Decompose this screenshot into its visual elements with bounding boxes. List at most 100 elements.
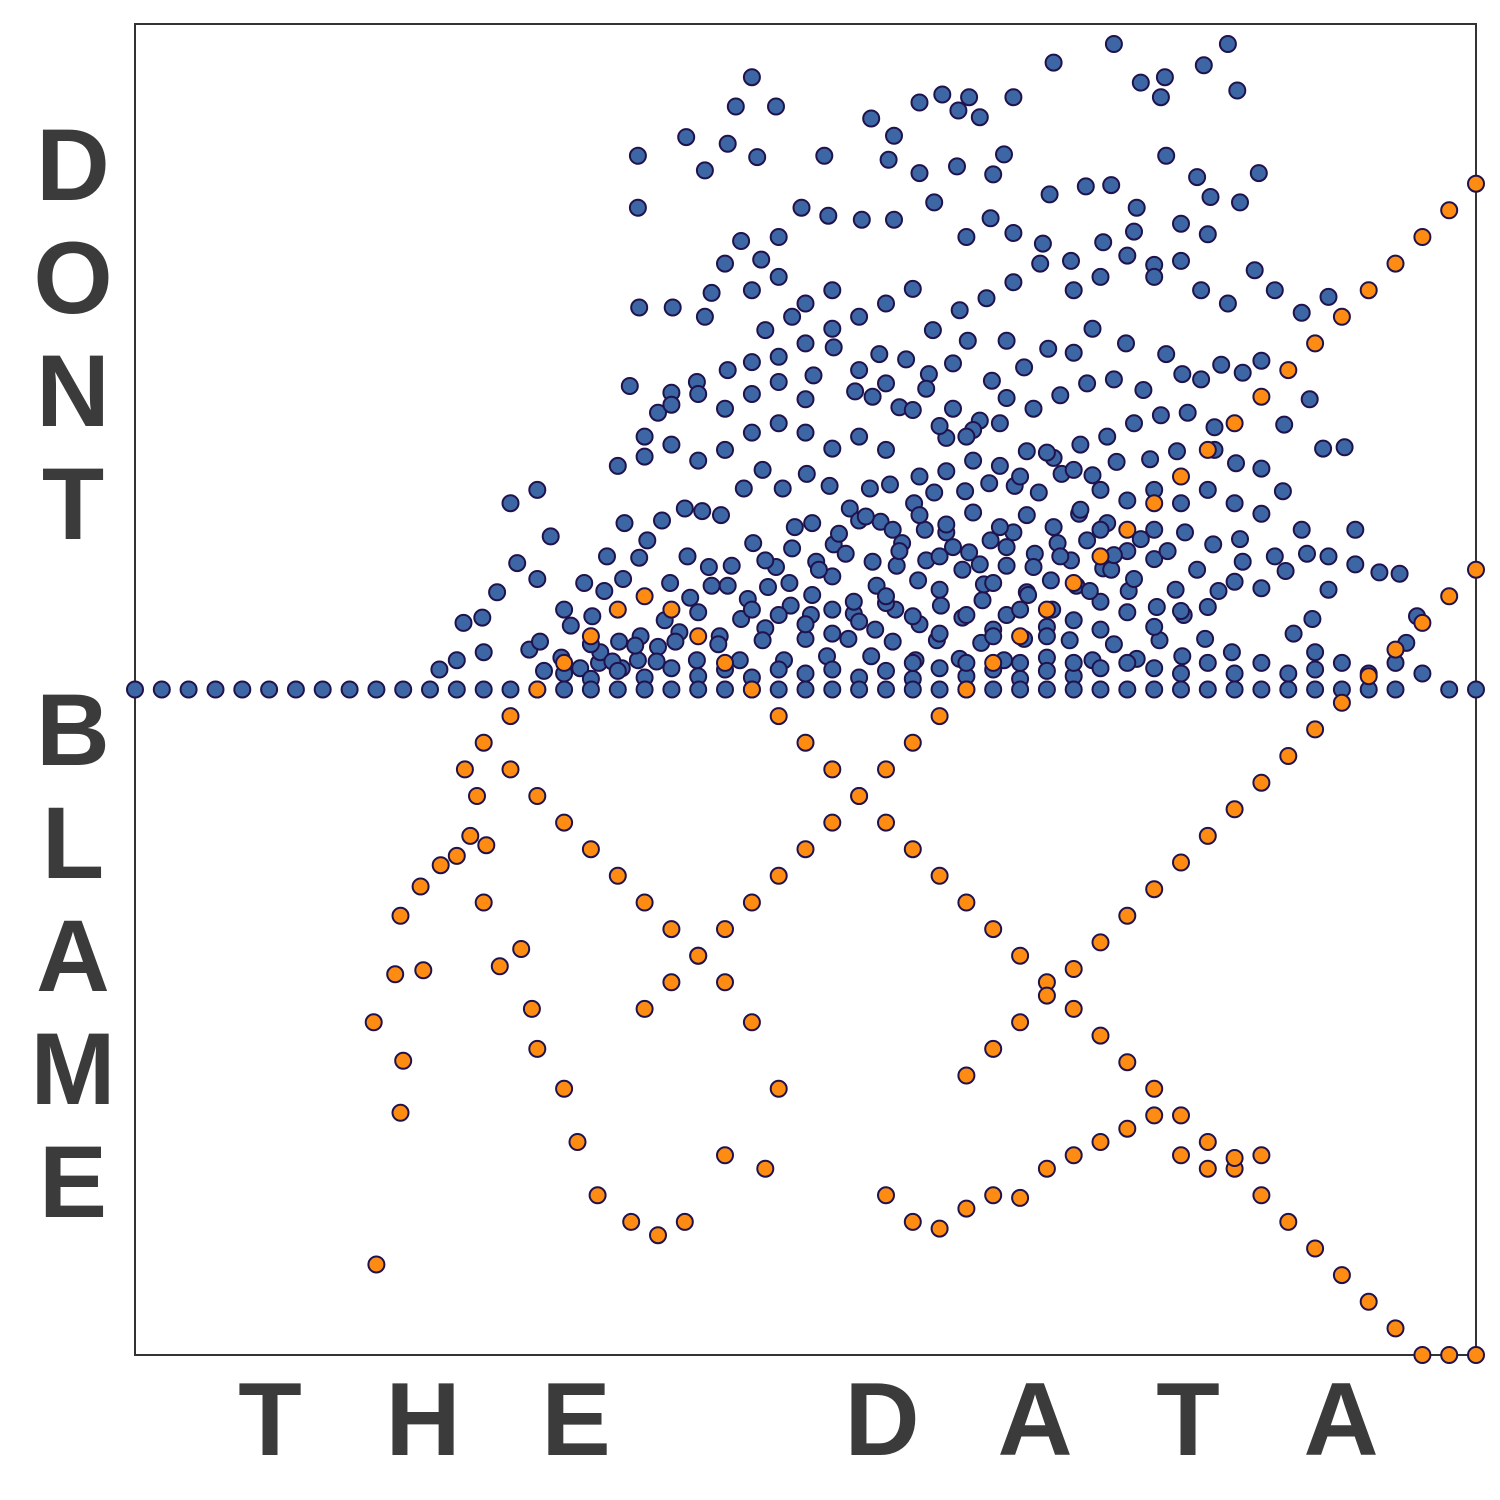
point-s0-237 [1145,550,1164,569]
point-s1-108 [1413,613,1432,632]
point-s0-462 [1172,680,1190,699]
point-s0-502 [1440,680,1459,699]
point-s1-82 [930,1219,949,1238]
point-s1-102 [1252,773,1271,792]
point-s0-242 [1284,624,1303,643]
point-s0-95 [1273,482,1292,501]
point-s0-115 [773,479,792,498]
point-s0-318 [1091,659,1110,678]
point-s1-118 [823,813,842,832]
point-s0-389 [1004,273,1023,292]
point-s0-337 [1017,506,1036,525]
point-s0-76 [982,371,1001,390]
point-s1-71 [1359,1292,1378,1311]
point-s1-125 [1011,627,1030,646]
point-s0-277 [836,544,855,563]
point-s1-85 [1011,1188,1030,1207]
point-s0-270 [647,652,666,671]
points-layer [126,35,1485,1364]
point-s0-240 [1209,582,1228,600]
point-s0-111 [860,479,879,498]
point-s0-113 [820,476,839,495]
point-s0-370 [742,423,761,442]
point-s1-107 [1386,640,1405,659]
point-s0-308 [823,660,842,679]
point-s0-382 [823,319,842,338]
point-s1-14 [474,893,493,912]
point-s0-438 [957,653,976,672]
point-s1-69 [1306,1239,1325,1258]
point-s1-17 [522,999,541,1018]
point-s0-383 [850,307,869,326]
point-s0-143 [915,520,934,539]
point-s0-357 [1051,386,1070,405]
point-s0-303 [1091,620,1110,639]
point-s1-112 [662,973,681,992]
point-s1-97 [1118,906,1137,925]
point-s1-39 [501,707,520,726]
point-s1-1 [391,1103,410,1122]
point-s0-206 [508,554,527,573]
point-s0-375 [608,456,627,475]
point-s0-481 [662,680,681,699]
point-s1-36 [528,787,547,805]
point-s0-166 [1303,610,1322,628]
point-s0-440 [1064,653,1083,672]
point-s1-105 [1332,693,1351,712]
point-s0-169 [1198,598,1217,616]
point-s0-497 [233,680,252,699]
point-s0-104 [1029,483,1048,502]
point-s0-16 [885,126,903,145]
point-s0-473 [877,680,895,699]
point-s0-331 [856,507,875,526]
point-s1-89 [1118,1119,1137,1138]
point-s0-6 [1228,81,1247,100]
point-s0-283 [997,538,1016,557]
point-s0-225 [887,556,906,575]
series-1 [364,174,1485,1364]
point-s0-352 [1205,418,1224,437]
point-s0-402 [823,281,842,300]
point-s0-355 [997,389,1016,407]
point-s0-41 [1172,214,1190,233]
point-s0-431 [635,427,654,446]
point-s1-98 [1145,880,1164,899]
point-s0-453 [1413,664,1432,683]
point-s0-30 [995,145,1013,164]
point-s0-491 [394,680,413,699]
point-s0-419 [1091,480,1110,499]
point-s0-154 [1176,523,1194,542]
point-s0-330 [830,524,848,543]
point-s0-271 [626,636,645,655]
point-s0-291 [769,606,788,624]
point-s0-471 [930,680,949,699]
point-s0-22 [695,161,714,180]
point-s0-158 [1276,562,1295,580]
point-s0-210 [575,574,594,592]
point-s1-45 [662,600,681,619]
point-s0-44 [1094,233,1113,252]
point-s0-417 [1037,443,1056,462]
point-s0-70 [846,382,865,401]
point-s0-205 [488,583,507,602]
point-s0-334 [937,515,956,534]
point-s0-220 [780,574,799,592]
point-s0-173 [1091,592,1110,611]
point-s1-120 [877,760,895,779]
point-s0-430 [528,480,547,499]
point-s1-72 [1386,1319,1405,1338]
point-s0-230 [997,556,1016,575]
point-s0-380 [769,373,788,391]
point-s0-234 [1080,582,1099,600]
point-s1-10 [468,787,486,805]
point-s0-69 [824,338,843,357]
point-s1-76 [1172,1146,1190,1165]
point-s0-474 [850,680,869,699]
point-s0-49 [957,228,976,246]
point-s0-14 [767,97,785,116]
point-s0-11 [1004,88,1023,107]
point-s0-108 [925,483,944,502]
point-s0-426 [1292,520,1311,539]
point-s0-459 [1252,680,1271,699]
